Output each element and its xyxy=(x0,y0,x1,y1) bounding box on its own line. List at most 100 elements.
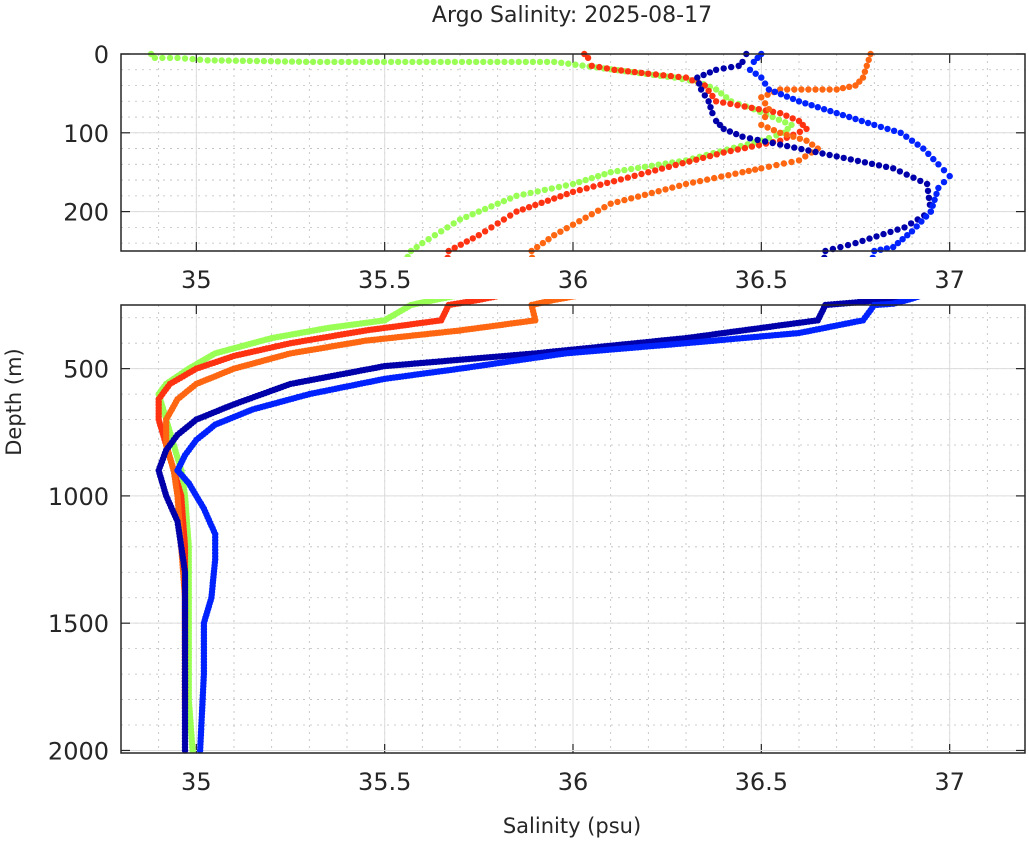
data-point xyxy=(359,58,366,66)
data-point xyxy=(847,156,854,163)
data-point xyxy=(791,86,798,93)
data-point xyxy=(515,58,522,66)
data-point xyxy=(569,299,575,300)
data-point xyxy=(833,153,840,160)
data-point xyxy=(481,228,489,235)
data-point xyxy=(628,165,635,173)
data-point xyxy=(652,167,659,174)
data-point xyxy=(809,141,816,148)
data-point xyxy=(658,165,666,172)
data-point xyxy=(798,86,805,93)
data-point xyxy=(796,128,804,135)
x-tick-label: 35 xyxy=(181,266,212,294)
data-point xyxy=(861,68,869,75)
data-point xyxy=(457,292,463,298)
x-tick-label: 35.5 xyxy=(358,266,411,294)
data-point xyxy=(758,165,765,172)
data-point xyxy=(875,162,883,169)
data-point xyxy=(933,190,940,198)
data-point xyxy=(844,241,852,249)
data-point xyxy=(662,186,669,193)
data-point xyxy=(784,142,791,150)
data-point xyxy=(166,54,174,62)
data-point xyxy=(530,268,536,274)
data-point xyxy=(409,58,416,66)
data-point xyxy=(868,261,874,267)
data-point xyxy=(940,167,948,174)
data-point xyxy=(712,98,720,105)
data-point xyxy=(935,184,942,192)
data-point xyxy=(894,239,902,247)
y-tick-label: 100 xyxy=(63,120,109,148)
data-point xyxy=(645,169,652,176)
data-point xyxy=(761,100,769,107)
data-point xyxy=(672,161,679,169)
data-point xyxy=(815,295,821,301)
data-point xyxy=(816,288,822,294)
data-point xyxy=(866,268,872,274)
data-point xyxy=(697,86,705,93)
data-point xyxy=(295,58,303,65)
data-point xyxy=(507,195,514,202)
data-point xyxy=(544,197,552,204)
data-point xyxy=(805,147,812,154)
data-point xyxy=(416,58,423,66)
data-point xyxy=(302,58,310,65)
data-point xyxy=(457,241,464,248)
data-point xyxy=(513,192,520,199)
data-point xyxy=(438,228,445,235)
data-point xyxy=(442,268,448,274)
data-point xyxy=(631,68,638,76)
data-point xyxy=(527,189,534,197)
data-point xyxy=(758,121,765,129)
data-point xyxy=(890,127,898,134)
data-point xyxy=(345,58,352,66)
data-point xyxy=(534,188,541,195)
data-point xyxy=(791,144,798,151)
data-point xyxy=(569,188,577,196)
data-point xyxy=(665,163,673,170)
y-tick-label: 0 xyxy=(94,41,109,69)
data-point xyxy=(751,166,759,173)
data-point xyxy=(883,245,891,252)
data-point xyxy=(381,295,387,301)
data-point xyxy=(652,71,660,78)
data-point xyxy=(487,58,494,66)
data-point xyxy=(929,202,936,209)
data-point xyxy=(590,290,596,296)
data-point xyxy=(833,86,840,93)
data-point xyxy=(541,186,548,194)
data-point xyxy=(594,207,602,214)
series-profile-navy xyxy=(155,299,912,754)
chart-title: Argo Salinity: 2025-08-17 xyxy=(432,3,712,28)
data-point xyxy=(507,212,514,219)
data-point xyxy=(865,56,872,64)
data-point xyxy=(802,100,809,107)
data-point xyxy=(820,261,826,267)
series-profile-green xyxy=(155,292,463,754)
data-point xyxy=(588,62,595,69)
data-point xyxy=(281,58,289,65)
data-point xyxy=(903,133,910,140)
data-point xyxy=(641,163,649,170)
data-point xyxy=(453,299,456,300)
data-point xyxy=(624,68,632,75)
y-tick-label: 500 xyxy=(63,356,109,384)
data-point xyxy=(494,299,499,300)
data-point xyxy=(558,59,565,66)
data-point xyxy=(444,224,451,231)
data-point xyxy=(761,138,769,145)
data-point xyxy=(833,109,840,117)
data-point xyxy=(897,129,904,136)
data-point xyxy=(608,287,614,293)
data-point xyxy=(603,65,611,72)
data-point xyxy=(536,58,544,66)
data-point xyxy=(614,167,621,175)
data-point xyxy=(607,169,614,176)
data-point xyxy=(758,94,765,101)
data-point xyxy=(454,292,460,298)
data-point xyxy=(732,170,739,177)
data-point xyxy=(439,288,445,294)
data-point xyxy=(260,57,268,65)
y-tick-label: 1500 xyxy=(48,610,109,638)
